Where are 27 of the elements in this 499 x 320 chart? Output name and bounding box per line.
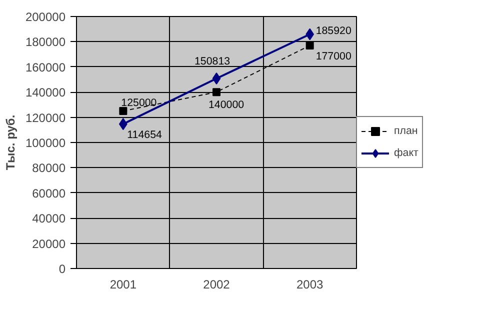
data-label: 114654 xyxy=(127,129,162,142)
y-tick-label: 120000 xyxy=(25,110,66,125)
point xyxy=(306,41,314,50)
point xyxy=(212,72,221,84)
x-tick-label: 2001 xyxy=(110,278,137,292)
y-axis-title: Тыс. руб. xyxy=(3,114,18,170)
y-tick-label: 80000 xyxy=(32,161,66,176)
data-label: 185920 xyxy=(316,25,352,38)
y-tick-label: 200000 xyxy=(25,10,66,24)
y-tick-label: 100000 xyxy=(25,136,66,150)
point xyxy=(119,107,128,115)
data-label: 177000 xyxy=(316,50,352,62)
data-label: 140000 xyxy=(208,99,244,112)
x-tick-label: 2003 xyxy=(296,278,324,292)
legend-label: факт xyxy=(394,147,418,159)
y-tick-label: 180000 xyxy=(25,35,66,50)
point xyxy=(212,88,220,96)
y-tick-label: 160000 xyxy=(25,60,66,74)
data-label: 125000 xyxy=(121,97,157,109)
legend-label: план xyxy=(394,125,418,137)
y-tick-label: 20000 xyxy=(32,236,66,251)
y-tick-label: 140000 xyxy=(25,86,66,100)
y-tick-label: 60000 xyxy=(32,186,66,200)
x-tick-label: 2002 xyxy=(203,278,230,292)
y-tick-label: 40000 xyxy=(32,212,66,226)
y-tick-label: 0 xyxy=(58,262,66,276)
data-label: 150813 xyxy=(194,55,230,68)
